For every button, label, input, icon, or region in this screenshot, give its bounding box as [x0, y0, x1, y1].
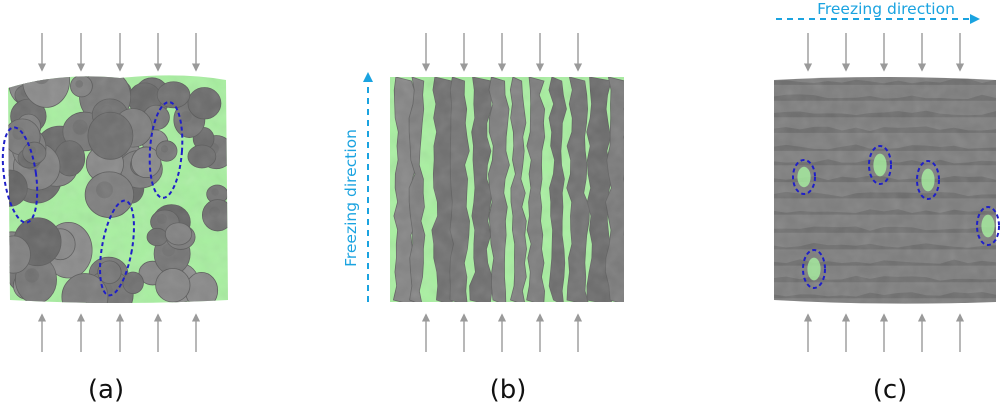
panel-c: Freezing direction (c) [774, 0, 1000, 405]
panel-a: (a) [1, 33, 228, 405]
panel-label-a: (a) [88, 375, 124, 405]
loading-arrows-top-c [803, 33, 965, 72]
microstructure-b [390, 77, 624, 302]
highlight-ellipses-c [792, 145, 1000, 289]
panel-label-b: (b) [490, 375, 527, 405]
highlight-ellipse [792, 159, 816, 195]
loading-arrows-bottom-b [421, 313, 583, 352]
freezing-direction-label-c: Freezing direction [817, 0, 955, 18]
loading-arrows-bottom-c [803, 313, 965, 352]
microstructure-c [774, 77, 996, 304]
highlight-ellipse [1, 126, 39, 224]
freezing-direction-label-b: Freezing direction [342, 129, 360, 267]
highlight-ellipse [916, 160, 940, 200]
highlight-ellipse [976, 206, 1000, 246]
highlight-ellipse [868, 145, 892, 185]
highlight-ellipse [99, 199, 135, 297]
panel-label-c: (c) [873, 375, 908, 405]
highlight-ellipses-a [1, 101, 184, 297]
microstructure-a [8, 75, 228, 303]
panel-b: Freezing direction (b) [342, 33, 624, 405]
loading-arrows-top-b [421, 33, 583, 72]
loading-arrows-top-a [37, 33, 201, 72]
highlight-ellipse [148, 101, 184, 199]
loading-arrows-bottom-a [37, 313, 201, 352]
highlight-ellipse [802, 249, 826, 289]
